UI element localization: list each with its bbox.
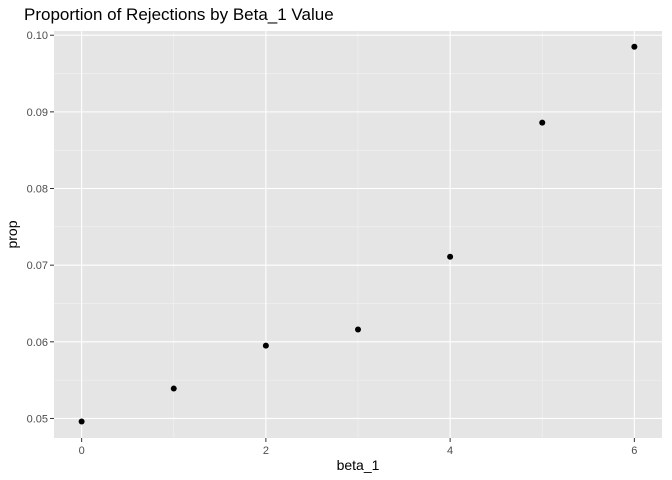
data-point (355, 326, 361, 333)
data-point (631, 43, 638, 50)
data-point (447, 253, 454, 260)
data-point (539, 119, 546, 126)
y-axis-ticks: 0.05 0.06 0.07 0.08 0.09 0.10 (27, 30, 54, 425)
y-tick-label: 0.05 (27, 413, 48, 425)
minor-gridlines (54, 31, 662, 438)
y-tick-label: 0.07 (27, 260, 48, 272)
data-point (262, 342, 269, 349)
x-tick-label: 2 (263, 445, 269, 457)
x-tick-label: 6 (631, 445, 637, 457)
y-axis-title: prop (4, 220, 20, 248)
data-point (78, 418, 85, 425)
data-point (170, 385, 177, 392)
y-tick-label: 0.10 (27, 30, 48, 42)
x-tick-label: 4 (447, 445, 453, 457)
x-tick-label: 0 (79, 445, 85, 457)
data-points (78, 43, 638, 425)
y-tick-label: 0.08 (27, 184, 48, 196)
major-gridlines (54, 31, 662, 438)
y-tick-label: 0.06 (27, 337, 48, 349)
chart-title: Proportion of Rejections by Beta_1 Value (24, 5, 334, 24)
x-axis-ticks: 0 2 4 6 (79, 438, 637, 457)
y-tick-label: 0.09 (27, 107, 48, 119)
x-axis-title: beta_1 (337, 457, 380, 473)
